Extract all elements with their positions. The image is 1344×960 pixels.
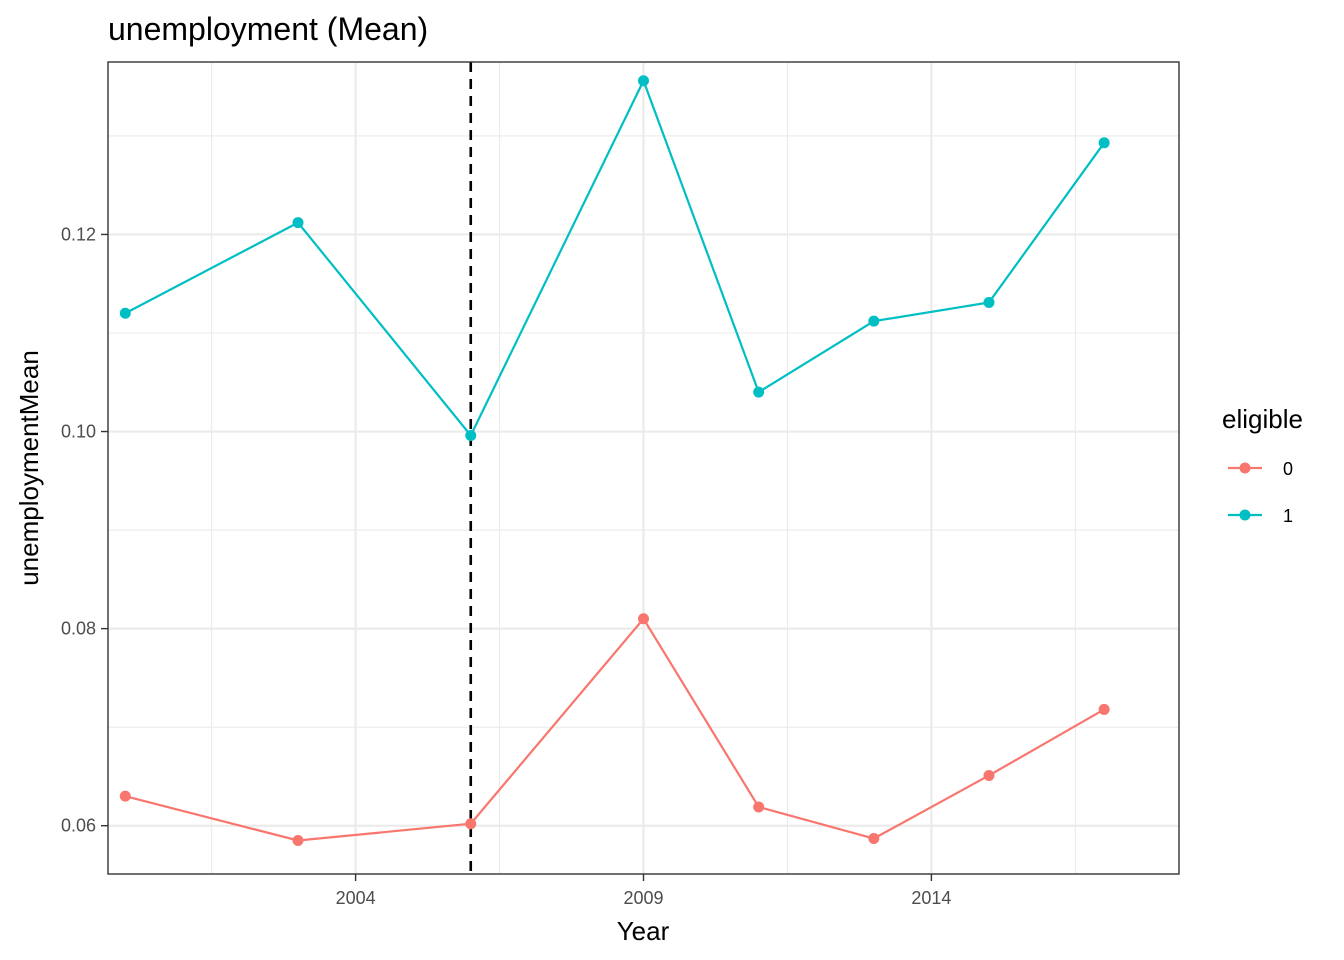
data-point [983, 296, 995, 308]
data-point [638, 75, 649, 87]
legend-key-point [1239, 509, 1251, 521]
data-point [868, 315, 880, 327]
x-axis-ticks: 2004 2009 2014 [336, 874, 951, 908]
legend-item: 1 [1228, 506, 1293, 526]
data-point [119, 307, 131, 319]
x-tick-label: 2004 [336, 888, 376, 908]
legend: eligible 01 [1222, 404, 1303, 526]
data-point [1098, 137, 1110, 149]
y-axis-title: unemploymentMean [14, 350, 44, 586]
legend-label: 0 [1283, 459, 1293, 479]
legend-items: 01 [1228, 459, 1293, 526]
data-point [638, 613, 649, 625]
y-tick-label: 0.08 [61, 619, 96, 639]
series-line [124, 77, 1106, 438]
data-point [465, 429, 477, 441]
chart-title: unemployment (Mean) [108, 11, 428, 47]
series-layer [119, 75, 1110, 846]
data-point [1098, 703, 1110, 715]
series-line [125, 616, 1105, 842]
x-tick-label: 2009 [623, 888, 663, 908]
x-tick-label: 2014 [911, 888, 951, 908]
data-point [465, 818, 477, 830]
data-point [753, 801, 765, 813]
y-tick-label: 0.06 [61, 816, 96, 836]
y-axis-ticks: 0.06 0.08 0.10 0.12 [61, 224, 108, 836]
data-point [753, 386, 765, 398]
data-point [119, 790, 131, 802]
y-tick-label: 0.10 [61, 422, 96, 442]
data-point [868, 833, 880, 845]
x-axis-title: Year [617, 916, 670, 946]
major-gridlines [108, 62, 1179, 874]
legend-item: 0 [1228, 459, 1293, 479]
y-tick-label: 0.12 [61, 224, 96, 244]
series-1 [119, 75, 1110, 441]
data-point [292, 834, 304, 846]
legend-title: eligible [1222, 404, 1303, 434]
legend-label: 1 [1283, 506, 1293, 526]
data-point [292, 217, 304, 229]
series-0 [119, 613, 1110, 846]
legend-key-point [1239, 462, 1251, 474]
data-point [983, 769, 995, 781]
